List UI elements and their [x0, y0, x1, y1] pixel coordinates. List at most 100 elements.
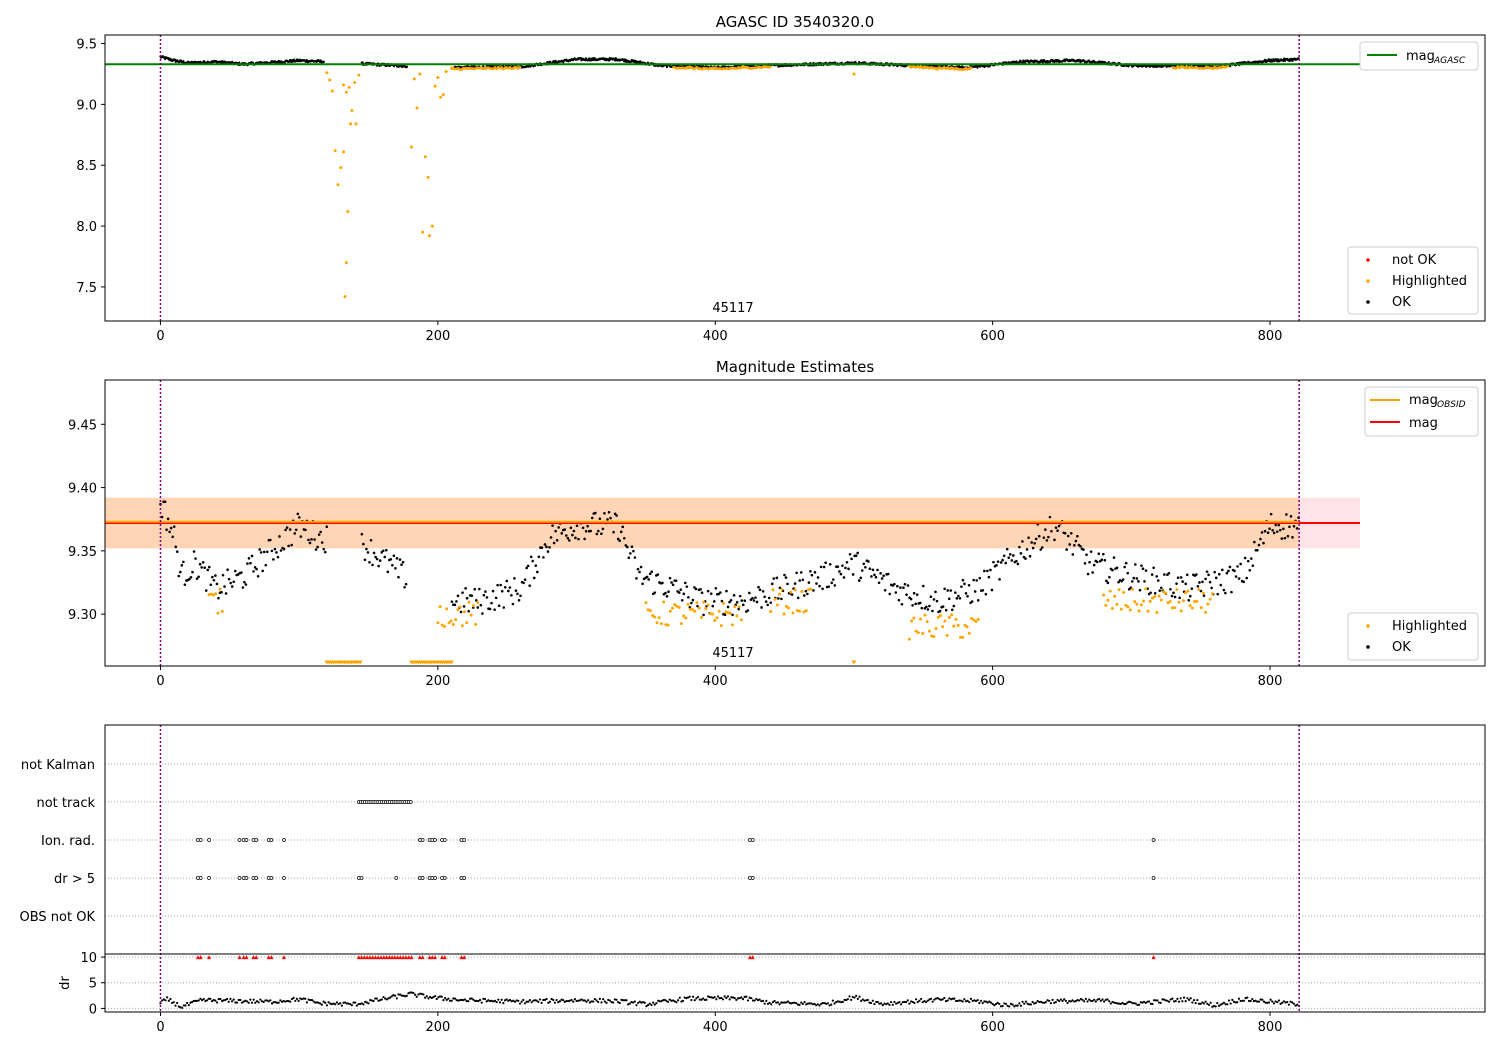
ok-point [1002, 554, 1006, 558]
ok-point [250, 554, 254, 558]
highlighted-point [778, 592, 782, 596]
dr-point [838, 1000, 841, 1003]
highlighted-point [907, 637, 911, 641]
ok-point [1233, 569, 1236, 573]
ok-point [1259, 537, 1262, 541]
ok-point [174, 545, 178, 549]
ok-point [850, 557, 853, 561]
ok-point [719, 591, 722, 594]
dr-point [552, 998, 555, 1002]
highlighted-point [1186, 589, 1190, 593]
dr-point [1074, 1000, 1077, 1003]
dr-point [904, 1000, 908, 1004]
dr-point [627, 1003, 630, 1006]
dr-point [495, 1001, 498, 1004]
dr-point [941, 998, 944, 1001]
dr-point [1241, 999, 1244, 1002]
panel1-title: AGASC ID 3540320.0 [716, 13, 875, 31]
highlighted-point [1157, 594, 1161, 598]
ok-point [619, 530, 623, 534]
dr-point [1159, 1001, 1162, 1004]
highlighted-point [1190, 606, 1194, 610]
ok-point [738, 594, 742, 598]
ok-point [572, 529, 576, 533]
dr-point [280, 1000, 284, 1003]
dr-point [319, 1002, 322, 1005]
ok-point [1088, 560, 1091, 564]
dr-point [1246, 996, 1249, 999]
ok-point [711, 604, 715, 608]
ok-point [1112, 556, 1116, 559]
dr-point [195, 999, 199, 1002]
ok-point [223, 585, 226, 588]
dr-point [407, 992, 410, 995]
dr-point [735, 998, 738, 1002]
ok-point [784, 576, 788, 579]
ok-point [934, 590, 937, 594]
dr-point [743, 995, 746, 998]
dr-point [337, 1002, 340, 1006]
dr-point [756, 998, 760, 1002]
ok-point [191, 570, 194, 574]
dr-point [916, 1001, 919, 1004]
dr-point [199, 997, 202, 1000]
ok-point [804, 589, 808, 593]
ok-point [1207, 573, 1210, 577]
dr-point [996, 1001, 999, 1004]
dr-point [1131, 1002, 1134, 1005]
dr-point [1021, 1000, 1024, 1003]
ok-point [665, 65, 669, 69]
ok-point [1173, 595, 1177, 599]
ok-point [1213, 570, 1216, 574]
dr-point [796, 1003, 800, 1006]
highlighted-point [938, 614, 942, 618]
dr-point [766, 1002, 770, 1005]
dr-point [1001, 1005, 1004, 1008]
highlighted-point [943, 619, 947, 623]
ok-point [233, 569, 237, 573]
ok-point [545, 545, 548, 549]
highlighted-point [214, 592, 218, 596]
dr-point [182, 1004, 185, 1007]
dr-point [177, 1005, 180, 1008]
dr-point [1071, 999, 1074, 1002]
ok-point [292, 58, 296, 61]
dr-flag-marker [244, 955, 249, 960]
dr-point [422, 993, 425, 996]
highlighted-point [852, 72, 856, 76]
dr-point [803, 1000, 806, 1004]
ok-point [536, 570, 539, 574]
ok-point [1021, 540, 1024, 543]
ok-point [778, 586, 782, 590]
dr-point [292, 996, 295, 999]
ok-point [368, 561, 371, 564]
dr-point [760, 1000, 763, 1003]
dr-point [210, 999, 214, 1003]
dr-point [984, 1000, 988, 1003]
highlighted-point [348, 122, 352, 126]
dr-point [638, 1000, 641, 1003]
highlighted-point [974, 620, 978, 624]
ok-point [712, 600, 716, 603]
highlighted-point [454, 618, 458, 622]
ok-point [813, 571, 817, 574]
dr-point [417, 993, 420, 996]
dr-point [359, 1002, 362, 1006]
dr-point [1176, 997, 1179, 1000]
ok-point [1228, 64, 1232, 68]
panel1-obsid-label: 45117 [712, 301, 753, 316]
x-tick-label: 400 [703, 329, 728, 344]
dr-point [1103, 1000, 1106, 1003]
dr-point [700, 998, 703, 1001]
dr-point [405, 994, 408, 997]
dr-point [1073, 1000, 1076, 1003]
dr-point [607, 998, 610, 1002]
dr-point [277, 1001, 280, 1004]
ok-point [494, 596, 498, 600]
dr-point [1267, 1001, 1271, 1004]
ok-point [397, 575, 400, 579]
ok-point [542, 556, 545, 559]
highlighted-point [474, 622, 478, 626]
highlighted-point [972, 618, 976, 622]
dr-point [612, 1001, 615, 1004]
